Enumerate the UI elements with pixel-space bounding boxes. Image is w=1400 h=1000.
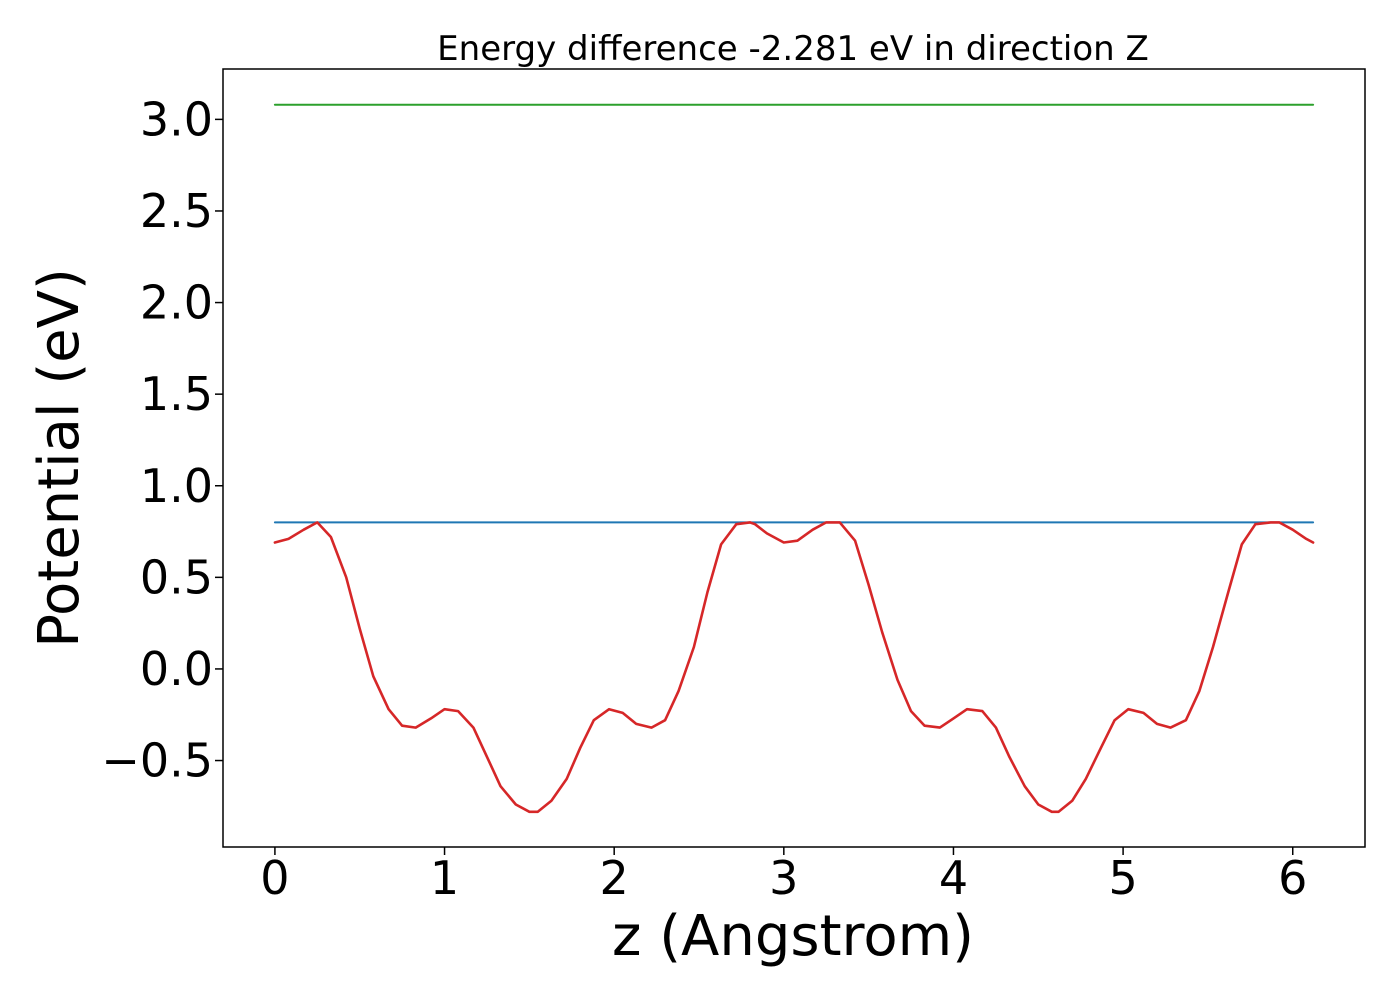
chart-title: Energy difference -2.281 eV in direction… (437, 29, 1149, 69)
y-tick-label: 2.0 (140, 276, 213, 330)
series-layer (273, 103, 1315, 814)
x-tick-label: 2 (600, 851, 629, 905)
y-tick-label: 0.5 (140, 550, 213, 604)
series-line-3 (273, 521, 1315, 814)
y-tick-label: 3.0 (140, 92, 213, 146)
x-axis: 0 1 2 3 4 5 6 (260, 847, 1307, 905)
plot-frame (222, 68, 1366, 848)
y-tick-label: 2.5 (140, 184, 213, 238)
x-tick-label: 5 (1108, 851, 1137, 905)
y-axis-label: Potential (eV) (27, 268, 92, 648)
x-tick-label: 6 (1278, 851, 1307, 905)
y-tick-label: 1.5 (140, 367, 213, 421)
x-tick-label: 4 (939, 851, 968, 905)
y-tick-label: 1.0 (140, 459, 213, 513)
x-tick-label: 0 (260, 851, 289, 905)
y-tick-label: 0.0 (140, 642, 213, 696)
y-tick-label: −0.5 (101, 734, 213, 788)
x-tick-label: 1 (430, 851, 459, 905)
x-tick-label: 3 (769, 851, 798, 905)
x-axis-label: z (Angstrom) (612, 904, 974, 969)
y-axis: −0.5 0.0 0.5 1.0 1.5 2.0 2.5 3.0 (101, 92, 223, 788)
